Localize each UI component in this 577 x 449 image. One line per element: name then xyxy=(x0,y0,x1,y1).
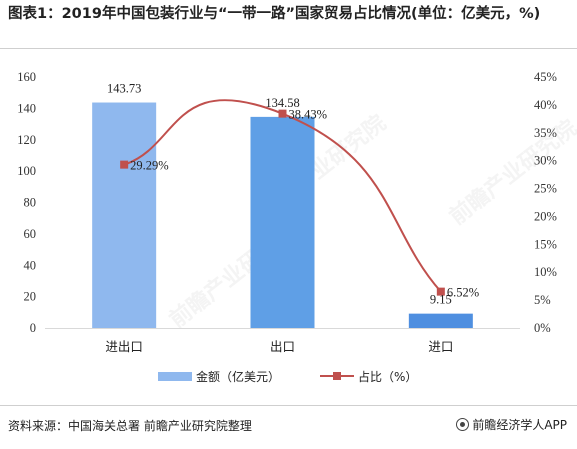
share-value-label: 38.43% xyxy=(289,108,328,122)
y-left-tick-label: 60 xyxy=(24,227,37,241)
y-left-tick-label: 0 xyxy=(30,321,36,335)
y-left-tick-label: 120 xyxy=(17,133,36,147)
footer-divider xyxy=(0,405,577,406)
bar-value-label: 134.58 xyxy=(265,96,299,110)
y-left-tick-label: 160 xyxy=(17,70,36,84)
y-right-tick-label: 15% xyxy=(534,237,557,251)
legend-line-swatch xyxy=(320,371,354,381)
title-divider xyxy=(0,48,577,49)
x-tick-label: 出口 xyxy=(270,339,295,354)
y-right-tick-label: 5% xyxy=(534,293,551,307)
share-point xyxy=(278,109,287,118)
source-note: 资料来源：中国海关总署 前瞻产业研究院整理 xyxy=(8,419,252,433)
brand: 前瞻经济学人APP xyxy=(456,416,567,433)
bar-value-label: 9.15 xyxy=(430,293,452,307)
x-tick-label: 进口 xyxy=(428,339,453,354)
y-right-tick-label: 30% xyxy=(534,154,557,168)
bar xyxy=(92,102,157,328)
legend-item-amount: 金额（亿美元） xyxy=(158,366,280,386)
share-value-label: 6.52% xyxy=(447,286,479,300)
legend-bar-swatch xyxy=(158,371,192,381)
y-right-tick-label: 40% xyxy=(534,98,557,112)
share-point xyxy=(436,287,445,296)
y-right-tick-label: 10% xyxy=(534,265,557,279)
brand-logo-icon xyxy=(456,418,470,431)
bar-value-label: 143.73 xyxy=(107,82,141,96)
share-value-label: 29.29% xyxy=(130,159,169,173)
y-left-tick-label: 140 xyxy=(17,101,36,115)
bar xyxy=(250,116,315,328)
chart-title: 图表1：2019年中国包装行业与“一带一路”国家贸易占比情况(单位：亿美元，%) xyxy=(8,6,541,22)
y-right-tick-label: 45% xyxy=(534,70,557,84)
legend-item-share: 占比（%） xyxy=(320,366,417,386)
share-point xyxy=(120,160,129,169)
y-left-tick-label: 40 xyxy=(24,258,37,272)
y-left-tick-label: 80 xyxy=(24,196,37,210)
legend-label-share: 占比（%） xyxy=(358,369,418,384)
bar xyxy=(408,313,473,328)
brand-label: 前瞻经济学人APP xyxy=(472,418,567,432)
y-right-tick-label: 0% xyxy=(534,321,551,335)
combo-chart: 0 20 40 60 80 100 120 140 160 0% 5% 10% 15% 20% 25% 30%… xyxy=(17,70,557,354)
legend-label-amount: 金额（亿美元） xyxy=(196,369,281,384)
y-right-tick-label: 20% xyxy=(534,209,557,223)
x-tick-label: 进出口 xyxy=(105,339,143,354)
legend: 金额（亿美元） 占比（%） xyxy=(0,366,577,386)
y-right-tick-label: 35% xyxy=(534,126,557,140)
y-right-tick-label: 25% xyxy=(534,182,557,196)
y-left-tick-label: 20 xyxy=(24,290,37,304)
y-left-tick-label: 100 xyxy=(17,164,36,178)
